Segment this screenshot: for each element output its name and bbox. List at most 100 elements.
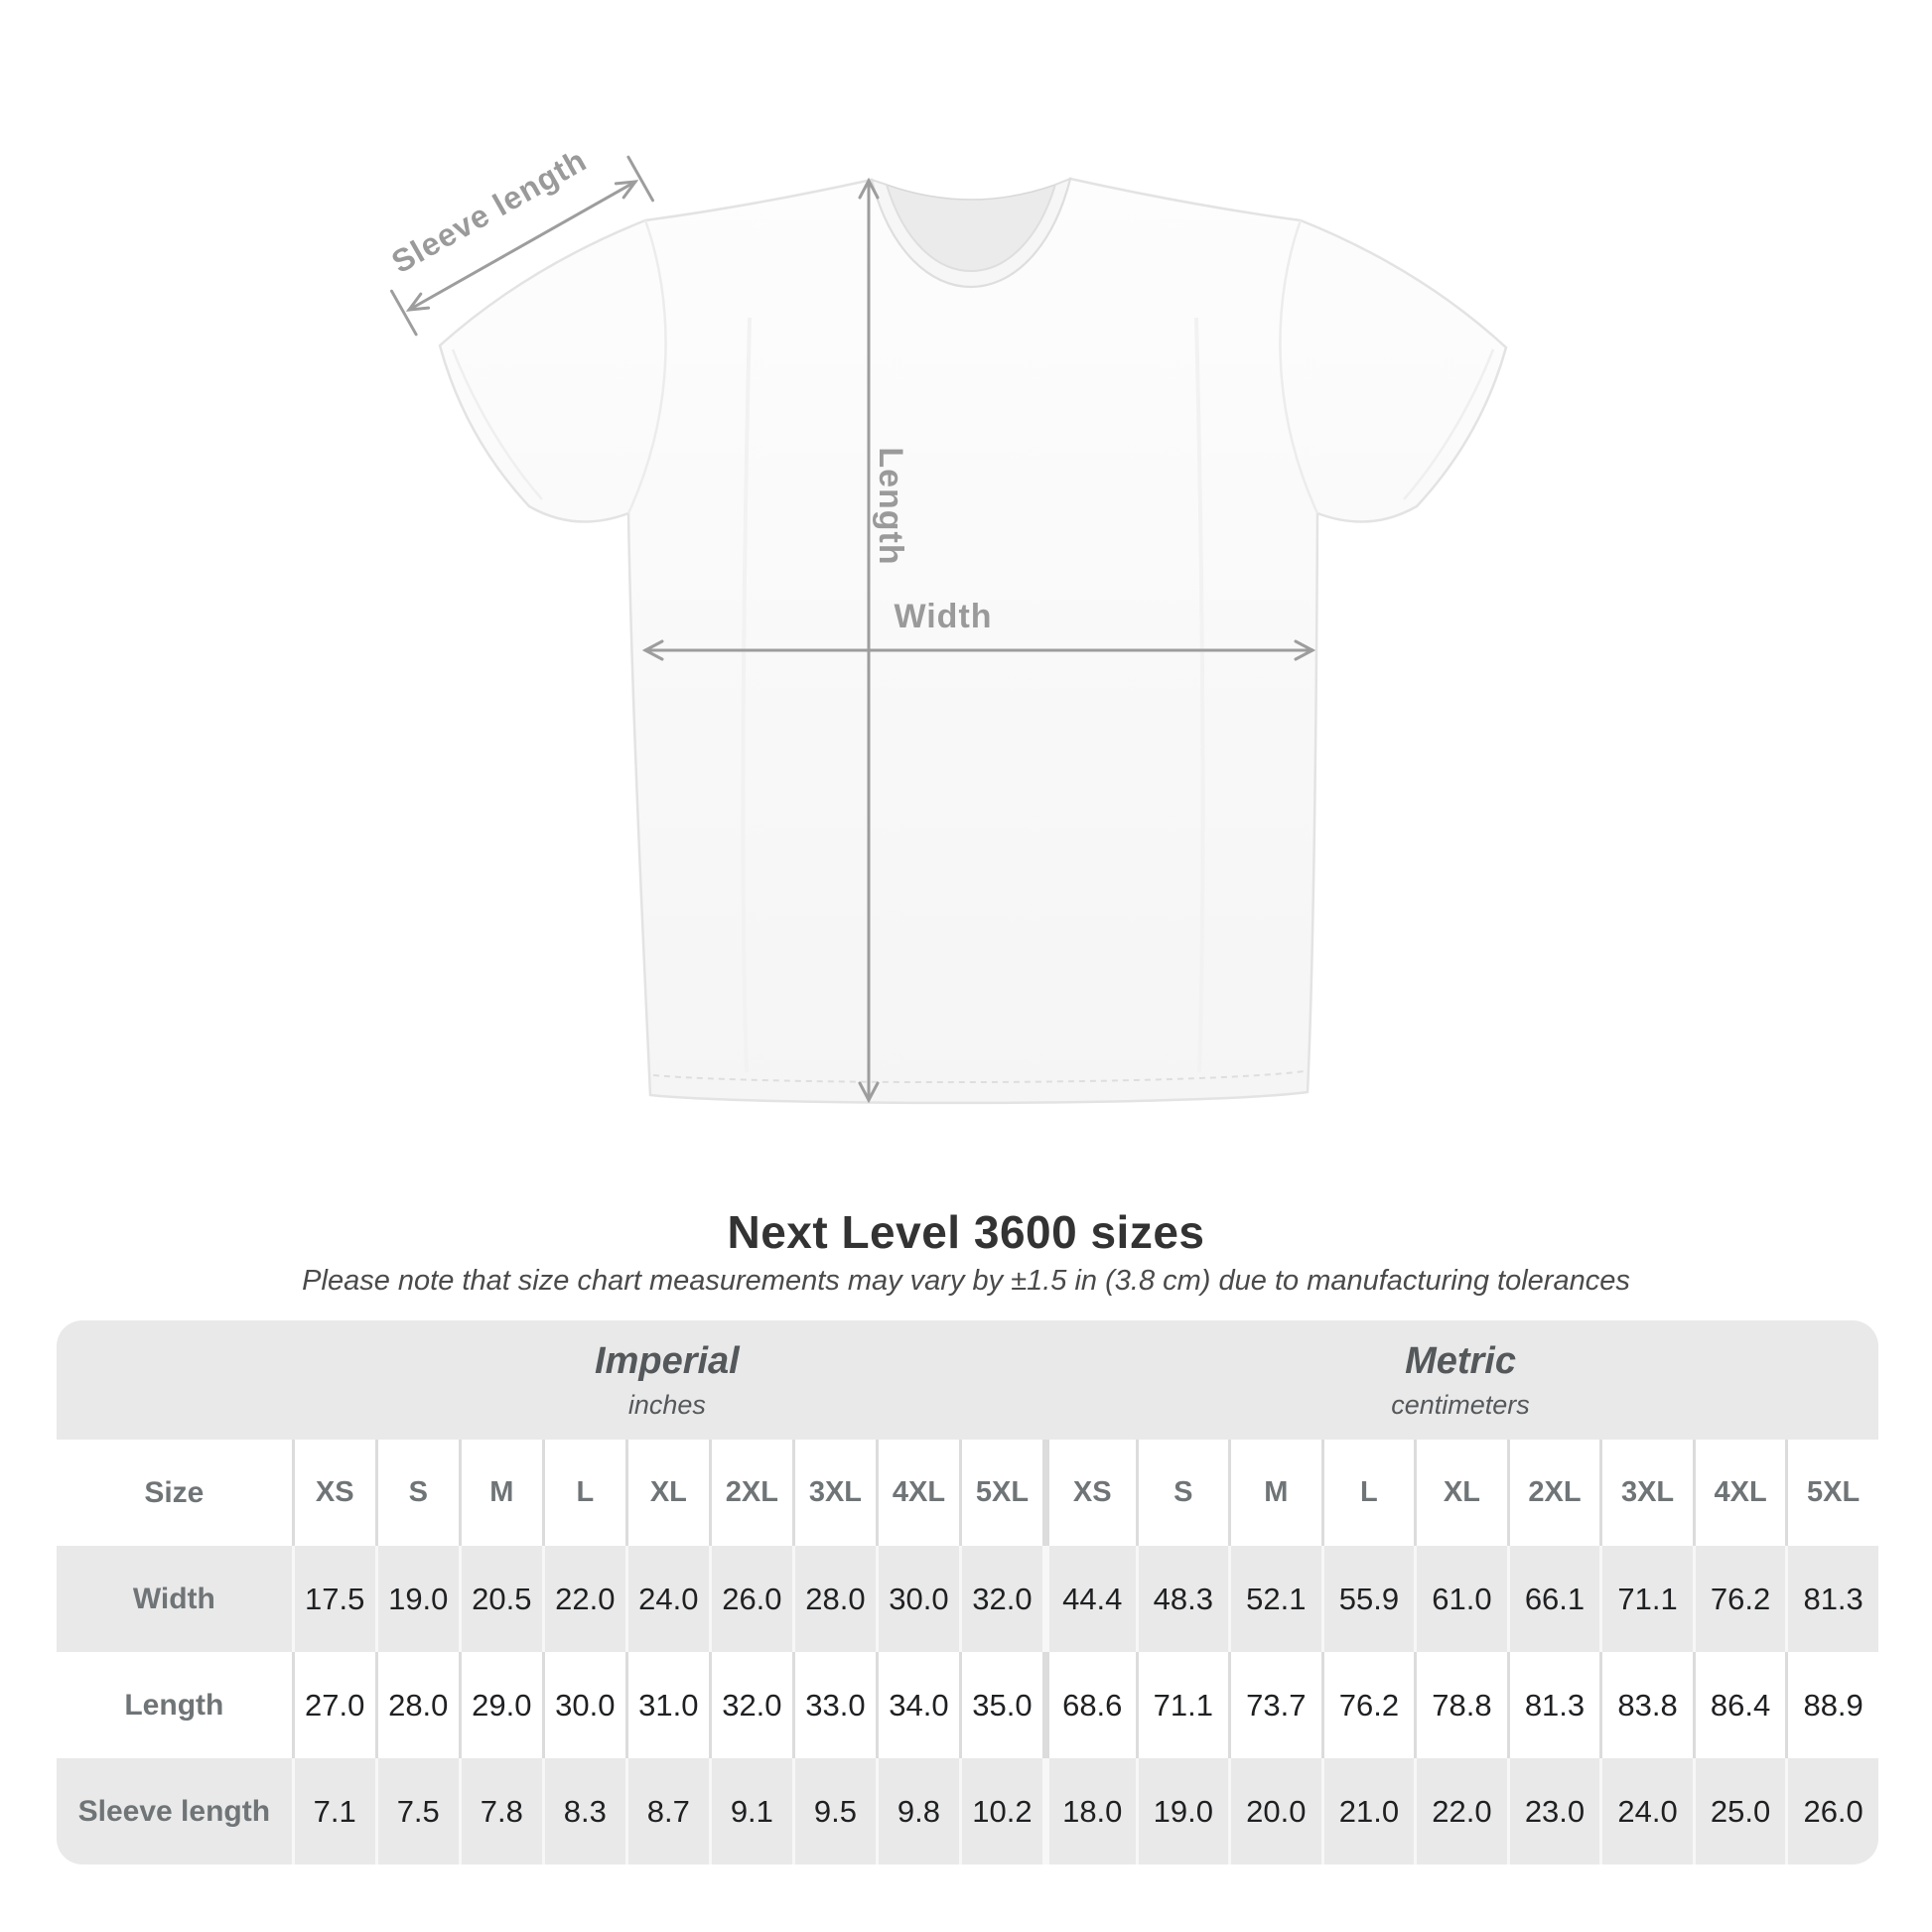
page-title: Next Level 3600 sizes: [727, 1206, 1205, 1258]
size-col-header: 3XL: [791, 1440, 876, 1546]
measurement-cell: 73.7: [1228, 1652, 1321, 1758]
metric-unit: centimeters: [1391, 1389, 1530, 1420]
measurement-cell: 88.9: [1785, 1652, 1878, 1758]
measurement-cell: 17.5: [291, 1546, 375, 1652]
measurement-cell: 26.0: [708, 1546, 792, 1652]
measurement-cell: 8.7: [624, 1758, 709, 1864]
imperial-group-header: Imperial inches: [292, 1320, 1042, 1440]
size-col-header: XS: [1041, 1440, 1136, 1546]
fold-line: [1194, 317, 1205, 1073]
measurement-cell: 28.0: [374, 1652, 459, 1758]
measurement-cell: 55.9: [1320, 1546, 1415, 1652]
measurement-cell: 8.3: [541, 1758, 625, 1864]
measurement-cell: 19.0: [1135, 1758, 1229, 1864]
size-col-header: XL: [624, 1440, 709, 1546]
fold-line: [741, 317, 752, 1073]
measurement-cell: 32.0: [708, 1652, 792, 1758]
left-sleeve-seam: [451, 348, 543, 500]
size-col-header: S: [374, 1440, 459, 1546]
size-col-header: 2XL: [1506, 1440, 1600, 1546]
sleeve-length-arrow: [390, 155, 654, 337]
size-header-row: Size XS S M L XL 2XL 3XL 4XL 5XL XS S M …: [57, 1440, 1878, 1546]
row-label: Width: [132, 1582, 215, 1615]
tshirt-measurement-diagram: Sleeve length Length Width: [385, 142, 1508, 1105]
measurement-cell: 32.0: [958, 1546, 1042, 1652]
measurement-cell: 20.5: [458, 1546, 542, 1652]
size-col-header: 4XL: [875, 1440, 959, 1546]
right-sleeve-seam: [1403, 348, 1495, 500]
measurement-cell: 22.0: [541, 1546, 625, 1652]
left-armhole-seam: [626, 219, 667, 514]
length-arrow: [858, 177, 880, 1104]
measurement-cell: 61.0: [1414, 1546, 1507, 1652]
unit-group-header: Imperial inches Metric centimeters: [57, 1320, 1878, 1440]
length-label: Length: [872, 447, 909, 565]
dimension-tick: [626, 155, 654, 203]
collar-ribbing: [870, 177, 1072, 288]
width-row: Width 17.5 19.0 20.5 22.0 24.0 26.0 28.0…: [57, 1546, 1878, 1652]
measurement-cell: 29.0: [458, 1652, 542, 1758]
width-label: Width: [894, 598, 992, 635]
size-col-header: M: [458, 1440, 542, 1546]
tshirt-graphic: [438, 177, 1508, 1105]
size-col-header: L: [1320, 1440, 1415, 1546]
dimension-tick: [390, 289, 418, 337]
tshirt-body-shape: [438, 177, 1508, 1105]
measurement-cell: 19.0: [374, 1546, 459, 1652]
size-row-label: Size: [144, 1475, 205, 1509]
measurement-cell: 76.2: [1320, 1652, 1415, 1758]
size-col-header: 2XL: [708, 1440, 792, 1546]
size-col-header: L: [541, 1440, 625, 1546]
measurement-cell: 86.4: [1692, 1652, 1786, 1758]
measurement-cell: 33.0: [791, 1652, 876, 1758]
measurement-cell: 7.5: [374, 1758, 459, 1864]
sleeve-length-row: Sleeve length 7.1 7.5 7.8 8.3 8.7 9.1 9.…: [57, 1758, 1878, 1864]
measurement-cell: 9.1: [708, 1758, 792, 1864]
measurement-cell: 52.1: [1228, 1546, 1321, 1652]
measurement-cell: 48.3: [1135, 1546, 1229, 1652]
measurement-cell: 71.1: [1599, 1546, 1693, 1652]
size-col-header: 4XL: [1692, 1440, 1786, 1546]
dimension-arrows: [390, 155, 1316, 1104]
measurement-cell: 78.8: [1414, 1652, 1507, 1758]
measurement-cell: 7.8: [458, 1758, 542, 1864]
width-arrow: [641, 639, 1316, 661]
measurement-cell: 31.0: [624, 1652, 709, 1758]
measurement-cell: 34.0: [875, 1652, 959, 1758]
measurement-cell: 44.4: [1041, 1546, 1136, 1652]
metric-group-header: Metric centimeters: [1042, 1320, 1878, 1440]
measurement-cell: 81.3: [1785, 1546, 1878, 1652]
row-label: Length: [124, 1688, 224, 1722]
size-col-header: XL: [1414, 1440, 1507, 1546]
size-col-header: 5XL: [1785, 1440, 1878, 1546]
measurement-cell: 9.8: [875, 1758, 959, 1864]
measurement-cell: 68.6: [1041, 1652, 1136, 1758]
measurement-cell: 81.3: [1506, 1652, 1600, 1758]
length-row: Length 27.0 28.0 29.0 30.0 31.0 32.0 33.…: [57, 1652, 1878, 1758]
size-col-header: S: [1135, 1440, 1229, 1546]
tolerance-note: Please note that size chart measurements…: [302, 1265, 1630, 1297]
measurement-cell: 35.0: [958, 1652, 1042, 1758]
measurement-cell: 10.2: [958, 1758, 1042, 1864]
size-col-header: 3XL: [1599, 1440, 1693, 1546]
header-spacer: [57, 1320, 292, 1440]
measurement-cell: 25.0: [1692, 1758, 1786, 1864]
size-col-header: 5XL: [958, 1440, 1042, 1546]
measurement-cell: 27.0: [291, 1652, 375, 1758]
size-chart-table: Imperial inches Metric centimeters Size …: [57, 1320, 1878, 1864]
right-armhole-seam: [1279, 219, 1319, 514]
measurement-cell: 7.1: [291, 1758, 375, 1864]
measurement-cell: 28.0: [791, 1546, 876, 1652]
measurement-cell: 30.0: [541, 1652, 625, 1758]
size-col-header: M: [1228, 1440, 1321, 1546]
imperial-unit: inches: [627, 1389, 706, 1420]
row-label: Sleeve length: [77, 1794, 271, 1828]
measurement-cell: 76.2: [1692, 1546, 1786, 1652]
measurement-cell: 71.1: [1135, 1652, 1229, 1758]
measurement-cell: 9.5: [791, 1758, 876, 1864]
measurement-cell: 24.0: [624, 1546, 709, 1652]
measurement-cell: 26.0: [1785, 1758, 1878, 1864]
measurement-cell: 24.0: [1599, 1758, 1693, 1864]
measurement-cell: 18.0: [1041, 1758, 1136, 1864]
measurement-cell: 23.0: [1506, 1758, 1600, 1864]
